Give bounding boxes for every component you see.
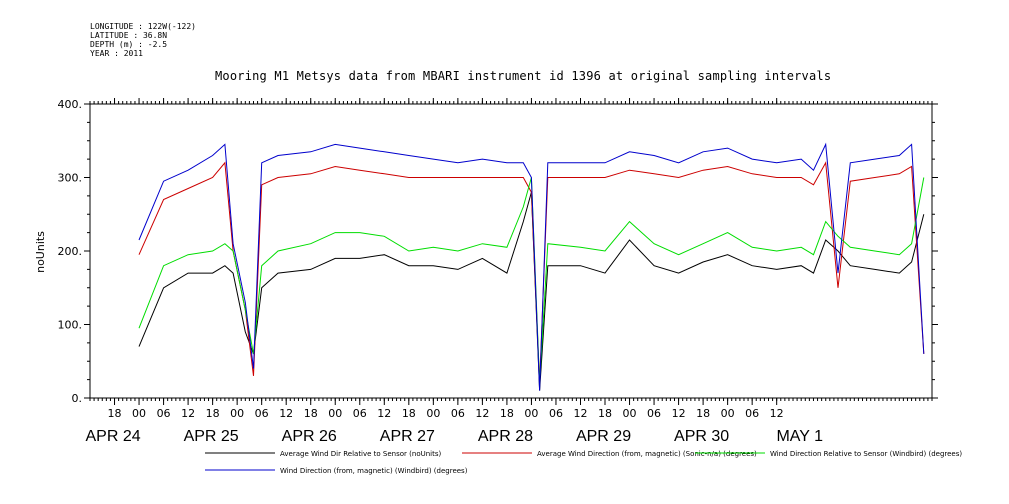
y-tick-label: 200. [58,245,83,258]
axes-layer: 0. 100. 200. 300. 400. 18 00 06 12 18 00 06 12 18 00 06… [58,98,938,445]
x-tick-label: 18 [108,407,122,420]
x-tick-label: 12 [279,407,293,420]
x-day-label: APR 30 [674,428,729,445]
x-tick-label: 06 [451,407,465,420]
y-tick-label: 0. [72,392,83,405]
x-tick-label: 18 [500,407,514,420]
x-tick-label: 00 [230,407,244,420]
series-line-4 [138,142,925,391]
x-day-label: APR 29 [576,428,631,445]
legend: Average Wind Dir Relative to Sensor (noU… [205,450,962,475]
x-tick-label: 12 [475,407,489,420]
meta-year: YEAR : 2011 [90,49,143,58]
x-day-label: APR 26 [282,428,337,445]
x-tick-label: 06 [353,407,367,420]
series-line-2 [138,161,925,384]
x-tick-label: 12 [573,407,587,420]
meta-depth: DEPTH (m) : -2.5 [90,40,168,49]
x-tick-label: 06 [157,407,171,420]
x-tick-label: 18 [304,407,318,420]
x-tick-label: 18 [402,407,416,420]
y-tick-label: 100. [58,319,83,332]
x-tick-label: 00 [426,407,440,420]
y-tick-label: 400. [58,98,83,111]
x-tick-label: 12 [377,407,391,420]
x-tick-label: 18 [598,407,612,420]
legend-label: Wind Direction Relative to Sensor (Windb… [770,450,962,458]
x-day-label: APR 28 [478,428,533,445]
x-tick-label: 18 [696,407,710,420]
x-tick-label: 06 [255,407,269,420]
meta-latitude: LATITUDE : 36.8N [90,31,168,40]
x-day-label: APR 25 [184,428,239,445]
x-day-label: MAY 1 [776,428,823,445]
x-tick-label: 00 [623,407,637,420]
x-tick-label: 12 [672,407,686,420]
x-tick-label: 12 [181,407,195,420]
x-tick-label: 06 [549,407,563,420]
x-tick-label: 00 [132,407,146,420]
series-layer [138,142,925,391]
y-tick-label: 300. [58,172,83,185]
x-tick-label: 18 [206,407,220,420]
x-tick-label: 06 [647,407,661,420]
x-tick-label: 00 [328,407,342,420]
legend-label: Wind Direction (from, magnetic) (Windbir… [280,467,468,475]
x-day-label: APR 24 [85,428,140,445]
x-tick-label: 00 [524,407,538,420]
plot-frame [89,103,933,399]
meta-longitude: LONGITUDE : 122W(-122) [90,22,196,31]
chart-title: Mooring M1 Metsys data from MBARI instru… [215,69,832,83]
y-axis-label: noUnits [34,231,47,273]
legend-label: Average Wind Direction (from, magnetic) … [537,450,757,458]
x-tick-label: 06 [745,407,759,420]
x-tick-label: 00 [721,407,735,420]
legend-label: Average Wind Dir Relative to Sensor (noU… [280,450,441,458]
x-day-label: APR 27 [380,428,435,445]
x-tick-label: 12 [770,407,784,420]
